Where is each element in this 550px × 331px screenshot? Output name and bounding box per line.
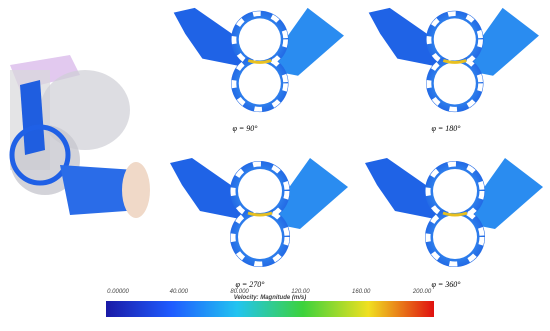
colorbar xyxy=(106,301,434,317)
panel-label: φ = 90° xyxy=(232,124,258,133)
colorbar-tick-label: 40.000 xyxy=(170,289,189,295)
colorbar-title: Velocity: Magnitude (m/s) xyxy=(234,295,306,301)
contour-panel xyxy=(365,158,543,267)
contour-panel xyxy=(369,8,539,112)
colorbar-ticks: 0.00000 40.000 80.000 120.00 160.00 200.00 xyxy=(107,289,432,295)
panel-label: φ = 270° xyxy=(235,280,265,289)
colorbar-tick-label: 160.00 xyxy=(352,289,371,295)
model-3d xyxy=(9,55,150,218)
colorbar-tick-label: 0.00000 xyxy=(107,289,129,295)
contour-panel xyxy=(170,158,348,267)
contour-panel xyxy=(174,8,344,112)
colorbar-tick-label: 120.00 xyxy=(291,289,310,295)
colorbar-tick-label: 200.00 xyxy=(412,289,432,295)
panel-label: φ = 180° xyxy=(431,124,461,133)
colorbar-tick-label: 80.000 xyxy=(230,289,249,295)
panel-label: φ = 360° xyxy=(431,280,461,289)
